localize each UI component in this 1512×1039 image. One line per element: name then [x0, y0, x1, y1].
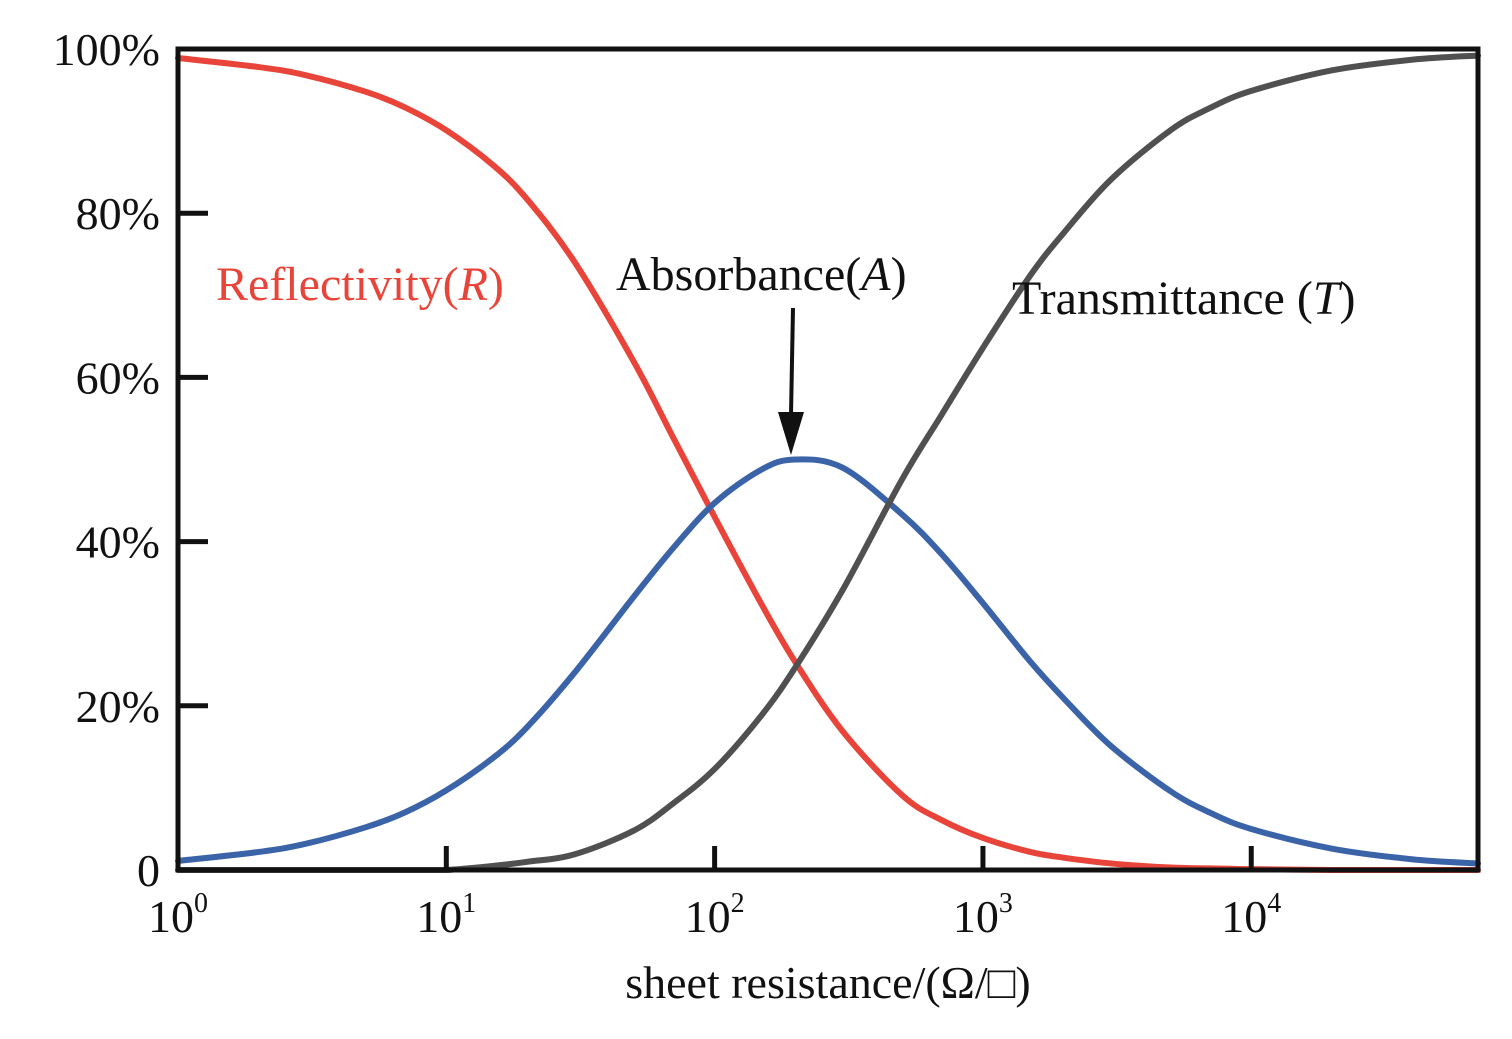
absorbance-arrow-shaft	[789, 307, 795, 416]
x-tick-label: 104	[1221, 888, 1281, 942]
annotation-T: Transmittance (T)	[1012, 272, 1356, 325]
labels-layer: 0 20% 40% 60% 80% 100% 100 101 102 103 104 sheet re…	[53, 24, 1356, 1008]
x-tick-label: 101	[416, 888, 476, 942]
y-tick-label: 20%	[76, 681, 160, 732]
annotation-R: Reflectivity(R)	[216, 258, 504, 311]
y-tick-label: 0	[137, 845, 160, 896]
axes-layer	[175, 46, 1481, 873]
y-tick-label: 80%	[76, 188, 160, 239]
curves-layer	[175, 52, 1481, 874]
annotation-A: Absorbance(A)	[616, 248, 907, 301]
plot-frame	[175, 46, 1481, 873]
x-tick-label: 103	[953, 888, 1013, 942]
y-tick-label: 40%	[76, 517, 160, 568]
y-tick-label: 100%	[53, 24, 160, 75]
x-axis-title: sheet resistance/(Ω/□)	[625, 957, 1031, 1008]
absorbance-arrow-head	[778, 412, 804, 455]
series-line-A	[175, 456, 1481, 867]
x-tick-label: 102	[685, 888, 745, 942]
y-tick-label: 60%	[76, 352, 160, 403]
x-tick-label: 100	[148, 888, 208, 942]
